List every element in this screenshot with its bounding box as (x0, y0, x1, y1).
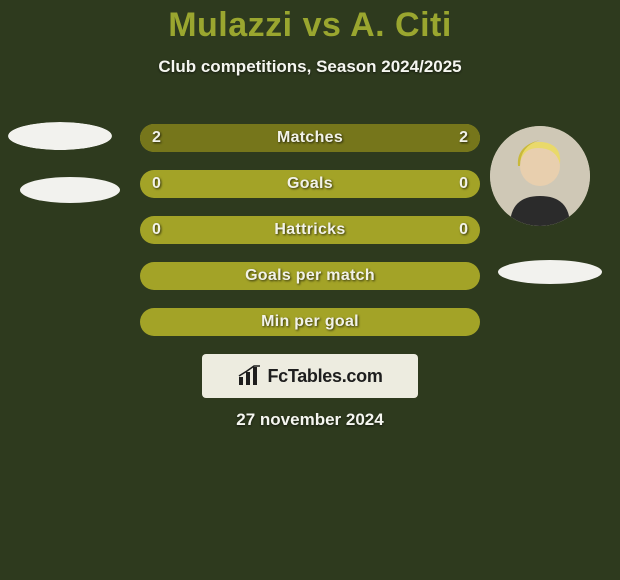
stat-value-left: 0 (152, 170, 161, 198)
logo-text: FcTables.com (267, 366, 382, 387)
fctables-logo: FcTables.com (202, 354, 418, 398)
stat-value-left: 0 (152, 216, 161, 244)
stat-bar: Goals per match (140, 262, 480, 290)
stat-label: Matches (277, 129, 343, 147)
player-left-avatar-placeholder (8, 122, 112, 150)
stat-bar: Min per goal (140, 308, 480, 336)
logo-bars-icon (237, 365, 263, 387)
comparison-subtitle: Club competitions, Season 2024/2025 (0, 57, 620, 77)
stat-label: Goals (287, 175, 333, 193)
stat-bar: 0 0 Hattricks (140, 216, 480, 244)
stat-label: Hattricks (274, 221, 345, 239)
comparison-title: Mulazzi vs A. Citi (0, 0, 620, 45)
stat-label: Goals per match (245, 267, 375, 285)
stat-value-left: 2 (152, 124, 161, 152)
avatar-placeholder-shape (8, 122, 112, 150)
stat-label: Min per goal (261, 313, 359, 331)
title-player-right: A. Citi (350, 6, 452, 44)
stat-value-right: 0 (459, 216, 468, 244)
stat-bars: 2 2 Matches 0 0 Goals 0 0 Hattricks Goals per mat… (140, 124, 480, 354)
player-right-avatar (490, 126, 590, 226)
stat-bar: 2 2 Matches (140, 124, 480, 152)
generation-date: 27 november 2024 (0, 410, 620, 430)
stat-bar: 0 0 Goals (140, 170, 480, 198)
avatar-right-svg (490, 126, 590, 226)
stat-value-right: 2 (459, 124, 468, 152)
stat-value-right: 0 (459, 170, 468, 198)
player-left-ellipse-2 (20, 177, 120, 203)
title-player-left: Mulazzi (168, 6, 292, 44)
player-right-ellipse (498, 260, 602, 284)
title-vs: vs (303, 6, 342, 44)
